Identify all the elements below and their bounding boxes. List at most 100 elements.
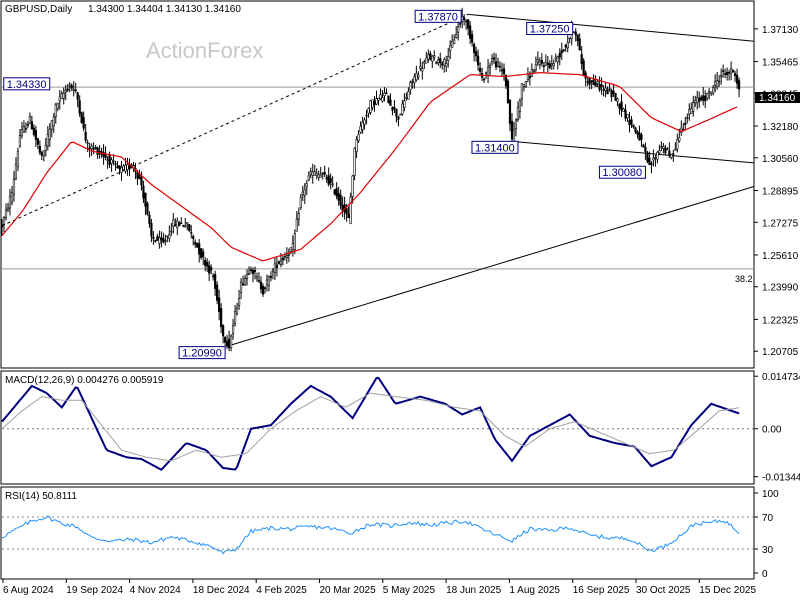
candle-body [305, 183, 308, 188]
price-label-box [471, 140, 519, 154]
candle-body [710, 91, 713, 94]
price-label-box [414, 9, 462, 23]
candle-body [56, 102, 59, 109]
candle-body [542, 65, 545, 68]
rsi-line [1, 515, 740, 555]
candle-body [218, 297, 221, 312]
rsi-line [1, 515, 740, 555]
candle-body [239, 281, 243, 293]
candle-body [652, 157, 655, 161]
candle-body [427, 54, 430, 60]
candle-body [247, 273, 251, 275]
date-tick-label: 18 Dec 2024 [193, 585, 250, 596]
rsi-axis: 100 70 30 0 [754, 489, 779, 580]
candle-body [664, 148, 667, 154]
candle-body [150, 222, 153, 237]
candle-body [558, 52, 561, 58]
candle-body [670, 154, 673, 158]
candle-body [42, 150, 45, 157]
price-levels [2, 86, 754, 270]
candle-body [510, 120, 514, 140]
candle-body [610, 90, 613, 98]
candle-body [208, 265, 211, 274]
candle-body [405, 96, 408, 99]
candle-body [718, 80, 721, 83]
candle-body [198, 243, 201, 255]
candle-body [164, 240, 167, 242]
candle-body [251, 270, 255, 275]
candle-body [327, 175, 330, 185]
candle-body [285, 255, 288, 258]
candle-body [176, 220, 179, 228]
candle-body [496, 62, 500, 67]
candle-body [92, 148, 95, 150]
candle-body [237, 298, 241, 306]
candle-body [319, 174, 322, 178]
candle-body [351, 175, 354, 197]
candle-body [560, 50, 563, 54]
candle-body [231, 325, 235, 335]
candle-body [684, 122, 687, 126]
price-panel: GBPUSD,Daily 1.34300 1.34404 1.34130 1.3… [0, 0, 800, 369]
candle-body [674, 149, 677, 151]
candle-body [10, 192, 14, 203]
candle-body [124, 164, 127, 172]
candle-body [590, 80, 593, 82]
candle-body [152, 236, 155, 239]
candle-body [329, 178, 332, 183]
candle-body [696, 97, 699, 104]
candle-body [508, 99, 512, 124]
candle-body [546, 62, 549, 65]
candle-body [646, 152, 649, 163]
candle-body [596, 81, 599, 84]
candle-body [331, 183, 334, 186]
candle-body [538, 60, 541, 65]
candle-body [576, 34, 579, 42]
candle-body [138, 174, 141, 179]
candle-body [518, 100, 522, 112]
candle-body [656, 151, 659, 160]
candle-body [594, 82, 597, 87]
candle-body [108, 154, 111, 165]
candle-body [279, 260, 282, 265]
candle-body [702, 95, 705, 101]
candle-body [682, 128, 685, 131]
candle-body [524, 81, 528, 87]
candle-body [465, 20, 468, 23]
candle-body [30, 121, 33, 130]
candle-body [722, 70, 725, 72]
current-price-box: 1.34160 [755, 92, 800, 104]
symbol-label: GBPUSD,Daily [5, 4, 72, 15]
candle-body [257, 279, 261, 282]
candle-body [20, 129, 24, 137]
trendlines [1, 13, 755, 347]
candle-body [170, 230, 173, 233]
price-tick-label: 1.23990 [762, 283, 799, 294]
candle-body [478, 67, 482, 72]
candle-body [678, 137, 681, 142]
candle-body [297, 213, 300, 220]
candle-body [245, 273, 249, 279]
candle-body [78, 100, 81, 114]
candle-body [299, 196, 302, 208]
candle-body [339, 194, 342, 206]
candle-body [580, 54, 583, 64]
candle-body [401, 103, 404, 115]
candle-body [52, 116, 55, 126]
candle-body [313, 171, 316, 176]
candle-body [411, 81, 414, 83]
candle-body [68, 84, 71, 87]
candle-body [233, 311, 237, 325]
candle-body [54, 104, 57, 117]
candle-body [311, 171, 314, 176]
candle-body [447, 56, 450, 61]
candle-body [74, 89, 77, 91]
candle-body [224, 337, 227, 343]
candle-body [216, 284, 219, 301]
candle-body [445, 63, 448, 67]
candle-body [626, 113, 629, 119]
candle-body [528, 75, 531, 79]
candle-body [636, 131, 639, 135]
candle-body [283, 255, 286, 258]
